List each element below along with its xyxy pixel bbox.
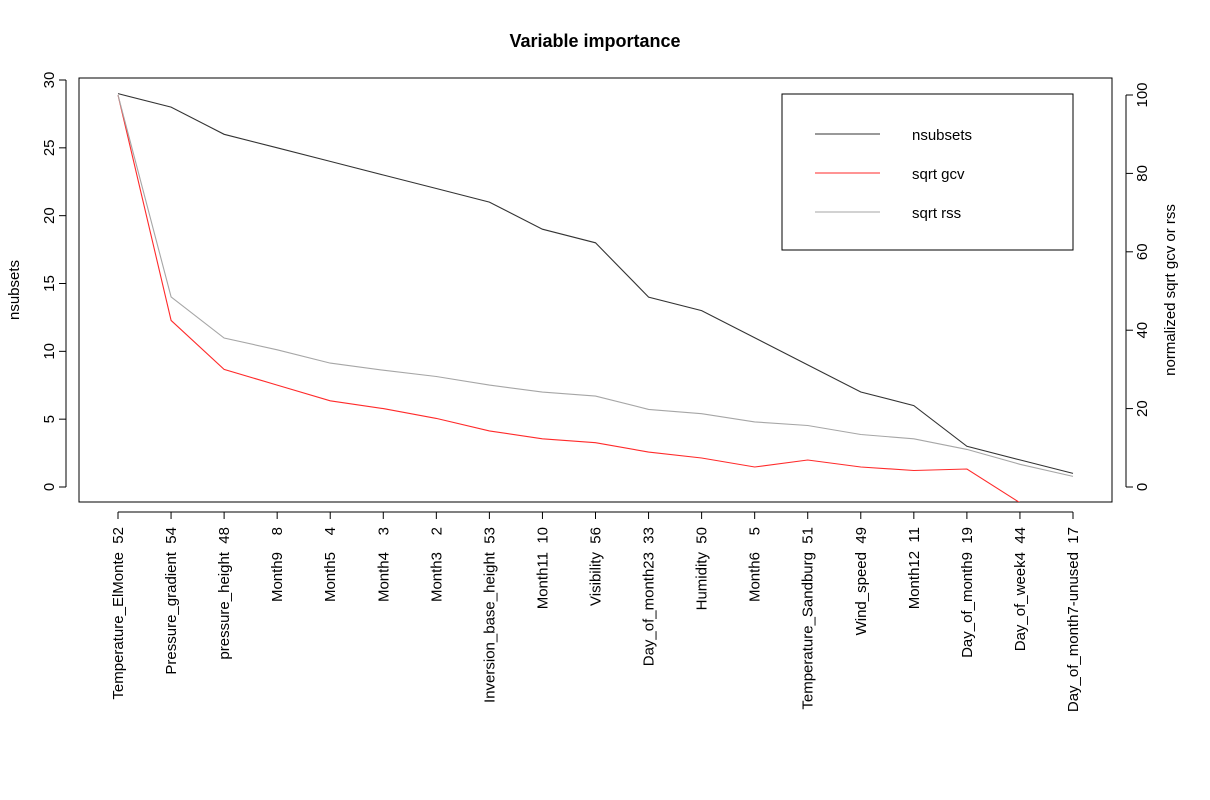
x-axis-tick-label: Day_of_month7-unused 17 xyxy=(1065,527,1082,712)
plot-area-frame xyxy=(78,77,1113,503)
right-axis-tick-label: 0 xyxy=(1134,483,1151,491)
left-y-axis: 0 5 10 15 20 25 30 xyxy=(41,72,67,491)
left-y-axis-label: nsubsets xyxy=(6,260,23,320)
legend-label-nsubsets: nsubsets xyxy=(912,127,972,144)
x-axis-tick-label: Humidity 50 xyxy=(694,527,711,610)
x-axis-tick-label: Temperature_Sandburg 51 xyxy=(800,527,817,710)
x-axis-tick-label: Day_of_week4 44 xyxy=(1012,527,1029,651)
x-axis-tick-label: Day_of_month23 33 xyxy=(641,527,658,666)
x-axis-tick-label: pressure_height 48 xyxy=(216,527,233,660)
x-axis-tick-label: Month4 3 xyxy=(375,527,392,602)
x-axis-tick-label: Month6 5 xyxy=(747,527,764,602)
right-y-axis-label: normalized sqrt gcv or rss xyxy=(1162,204,1179,376)
right-axis-tick-label: 80 xyxy=(1134,165,1151,182)
chart-title: Variable importance xyxy=(509,31,680,51)
x-axis-tick-label: Pressure_gradient 54 xyxy=(163,527,180,675)
x-axis-tick-label: Month5 4 xyxy=(322,527,339,602)
legend-box xyxy=(781,93,1074,251)
x-axis-tick-label: Month3 2 xyxy=(428,527,445,602)
left-axis-tick-label: 10 xyxy=(41,343,58,360)
right-axis-tick-label: 40 xyxy=(1134,322,1151,339)
series-line-sqrt-rss xyxy=(117,94,1074,477)
left-axis-tick-label: 0 xyxy=(41,483,58,491)
x-axis-tick-label: Month9 8 xyxy=(269,527,286,602)
x-axis-tick-label: Inversion_base_height 53 xyxy=(481,527,498,703)
left-axis-tick-label: 5 xyxy=(41,415,58,423)
x-axis-tick-label: Month12 11 xyxy=(906,527,923,609)
series-line-sqrt-gcv xyxy=(117,94,1020,502)
x-axis-tick-label: Day_of_month9 19 xyxy=(959,527,976,658)
right-y-axis: 0 20 40 60 80 100 xyxy=(1125,82,1151,491)
right-axis-tick-label: 60 xyxy=(1134,243,1151,260)
legend-label-sqrt-gcv: sqrt gcv xyxy=(912,166,965,183)
left-axis-tick-label: 30 xyxy=(41,72,58,89)
left-axis-tick-label: 15 xyxy=(41,275,58,292)
x-axis-tick-label: Wind_speed 49 xyxy=(853,527,870,635)
left-axis-tick-label: 25 xyxy=(41,139,58,156)
x-axis-tick-label: Month11 10 xyxy=(534,527,551,609)
x-axis: Temperature_ElMonte 52 Pressure_gradient … xyxy=(110,511,1082,712)
x-axis-tick-label: Temperature_ElMonte 52 xyxy=(110,527,127,700)
x-axis-tick-label: Visibility 56 xyxy=(588,527,605,606)
legend: nsubsets sqrt gcv sqrt rss xyxy=(781,93,1074,251)
legend-label-sqrt-rss: sqrt rss xyxy=(912,205,961,222)
series-layer xyxy=(117,93,1074,502)
right-axis-tick-label: 20 xyxy=(1134,400,1151,417)
left-axis-tick-label: 20 xyxy=(41,207,58,224)
right-axis-tick-label: 100 xyxy=(1134,82,1151,107)
